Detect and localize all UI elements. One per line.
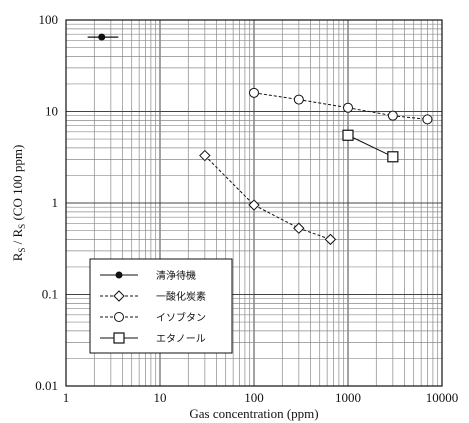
x-tick-label: 100 xyxy=(244,390,264,405)
plot-frame xyxy=(65,19,443,387)
data-point xyxy=(248,199,260,211)
series-line xyxy=(347,134,394,158)
series-2 xyxy=(199,149,337,246)
data-point xyxy=(422,114,433,125)
data-point xyxy=(249,87,259,98)
x-tick-label: 1000 xyxy=(335,390,361,405)
y-title-s2: S xyxy=(17,224,27,229)
data-point xyxy=(343,102,353,113)
y-title-r1: R xyxy=(10,252,25,261)
data-point xyxy=(387,151,399,163)
legend-marker xyxy=(115,271,123,279)
x-tick-label: 10000 xyxy=(426,390,459,405)
data-point xyxy=(293,222,305,234)
y-title-s1: S xyxy=(17,248,27,253)
data-point xyxy=(98,33,106,41)
y-title-r2: R xyxy=(10,228,25,237)
legend-marker xyxy=(113,290,125,302)
y-title-slash: / xyxy=(10,237,25,247)
series-3 xyxy=(249,87,433,125)
data-point xyxy=(324,233,337,246)
legend-label: イソブタン xyxy=(156,311,206,324)
y-tick-label: 1 xyxy=(52,195,59,210)
data-point xyxy=(387,110,398,121)
legend-marker xyxy=(114,312,124,322)
y-title-rest: (CO 100 ppm) xyxy=(10,145,25,224)
data-point xyxy=(293,94,304,105)
y-tick-label: 0.1 xyxy=(42,287,58,302)
data-point xyxy=(199,149,211,162)
x-tick-label: 1 xyxy=(63,390,70,405)
data-series xyxy=(87,33,433,246)
gridlines xyxy=(66,20,442,386)
x-axis-title: Gas concentration (ppm) xyxy=(189,406,318,421)
series-4 xyxy=(342,129,399,163)
axis-tick-labels: 1 10 100 1000 10000 0.01 0.1 1 10 100 xyxy=(35,12,458,405)
y-tick-label: 0.01 xyxy=(35,378,58,393)
legend-label: 一酸化炭素 xyxy=(156,290,206,303)
data-point xyxy=(342,129,354,141)
legend-marker xyxy=(113,332,125,344)
x-tick-label: 10 xyxy=(154,390,167,405)
y-axis-title: RS / RS (CO 100 ppm) xyxy=(10,145,27,262)
y-tick-label: 10 xyxy=(45,104,58,119)
y-tick-label: 100 xyxy=(39,12,59,27)
legend-label: 清浄待機 xyxy=(156,269,196,282)
legend-label: エタノール xyxy=(156,333,206,345)
series-line xyxy=(204,155,331,240)
series-1 xyxy=(87,33,119,41)
